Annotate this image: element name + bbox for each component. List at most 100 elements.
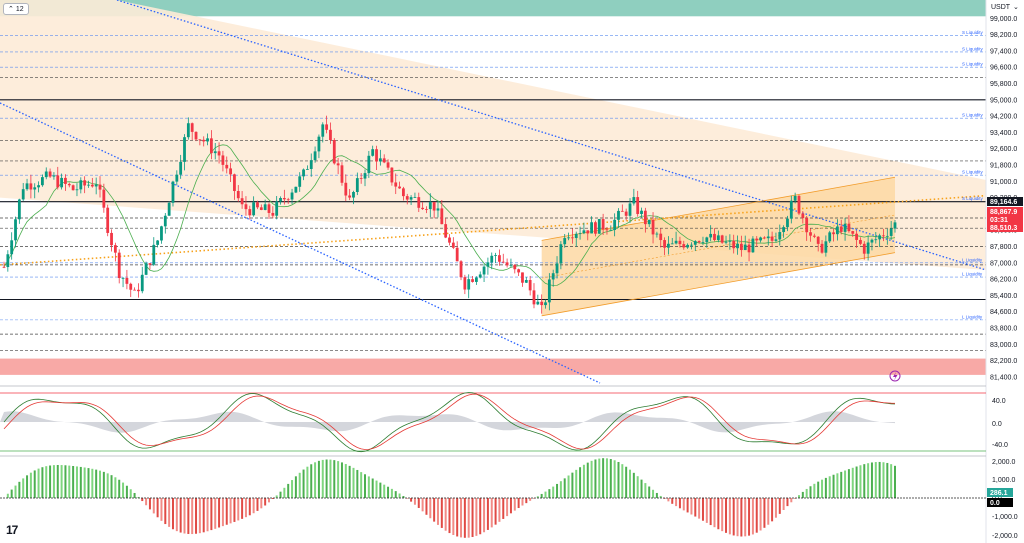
candle-body [713,233,716,240]
candle-body [67,183,71,186]
candle-body [221,155,225,165]
candle-body [866,242,870,254]
price-tick: 94,200.0 [990,114,1017,121]
candle-body [501,261,505,263]
candle-body [774,239,778,241]
liquidity-labels: S Liquidity S Liquidity S Liquidity S Liqui… [962,30,984,319]
candle-body [33,187,37,190]
liquidity-label: S Liquidity [962,46,984,51]
candle-body [175,174,179,182]
candle-body [329,129,332,141]
candle-body [248,209,252,216]
candle-body [847,223,851,232]
candle-body [544,302,547,306]
candle-body [478,274,482,278]
candle-body [186,123,190,138]
candle-body [636,197,640,214]
lightning-icon[interactable] [889,370,901,382]
candle-body [259,207,263,210]
candle-body [240,198,244,205]
candle-body [352,191,355,198]
currency-label[interactable]: USDT [991,4,1011,11]
price-tick: 91,800.0 [990,163,1017,170]
candle-body [605,229,609,231]
candle-body [455,247,459,262]
chevron-down-icon[interactable]: ⌄ [1013,4,1019,11]
macd-badge [987,498,1013,507]
channel-lower [541,252,896,317]
candle-body [670,243,674,245]
candle-body [163,215,167,227]
candle-body [144,263,148,275]
candle-body [843,223,847,232]
price-badge [987,207,1023,216]
price-tick: 98,200.0 [990,32,1017,39]
price-tick: 93,400.0 [990,130,1017,137]
candle-body [667,243,670,248]
candle-body [697,241,701,243]
candle-body [321,124,325,137]
candle-body [521,272,524,283]
candle-body [79,180,83,190]
candle-body [156,240,160,245]
candle-body [870,239,874,243]
candle-body [747,244,751,253]
candle-body [832,232,835,235]
chevron-up-icon[interactable]: ⌃ [8,6,14,13]
candle-body [801,213,805,219]
candle-body [217,151,221,156]
macd-tick: -2,000.0 [992,533,1018,540]
candle-body [421,207,425,210]
candle-body [839,226,843,232]
candle-body [459,261,463,278]
candle-body [885,235,889,237]
candle-body [233,174,236,192]
candle-body [117,252,121,279]
candle-body [678,240,682,245]
candle-body [620,210,624,212]
candle-body [56,175,60,188]
candle-body [171,181,175,203]
candle-body [532,290,536,305]
osc-tick: -40.0 [992,442,1008,449]
price-axis[interactable]: 99,000.0 98,200.0 97,400.0 96,600.0 95,800.0… [985,0,1024,543]
candle-body [382,158,386,163]
candle-body [617,210,620,220]
candle-body [148,263,152,265]
candle-body [436,208,440,211]
oscillator-pane: 40.0 0.0 -40.0 [0,385,1008,453]
candle-body [874,239,878,241]
candle-body [686,244,690,248]
candle-body [267,204,271,213]
candle-body [363,173,367,179]
interval-selector[interactable]: ⌃ 12 [3,3,29,15]
candle-body [190,123,194,132]
candle-body [309,160,313,169]
candle-body [37,185,40,188]
candle-body [463,277,467,290]
candle-body [298,176,302,187]
macd-pane: 2,000.01,000.00.0-1,000.0-2,000.0286.10.… [0,455,1018,540]
candle-body [574,233,578,238]
candle-body [355,178,359,192]
candle-body [494,255,497,256]
candle-body [640,210,643,214]
candle-body [716,235,720,240]
candle-body [348,195,352,198]
candle-body [71,185,75,191]
candles[interactable] [2,115,897,314]
candle-body [578,233,582,235]
candle-body [125,277,129,284]
candle-body [106,207,110,233]
candle-body [624,211,628,216]
candle-body [10,240,14,255]
candle-body [816,236,820,244]
candle-body [766,236,770,239]
price-badge [987,223,1023,232]
candle-body [855,233,858,240]
candle-body [398,186,401,189]
candle-body [179,161,183,175]
price-tick: 92,600.0 [990,146,1017,153]
liquidity-label: S Liquidity [962,196,984,201]
